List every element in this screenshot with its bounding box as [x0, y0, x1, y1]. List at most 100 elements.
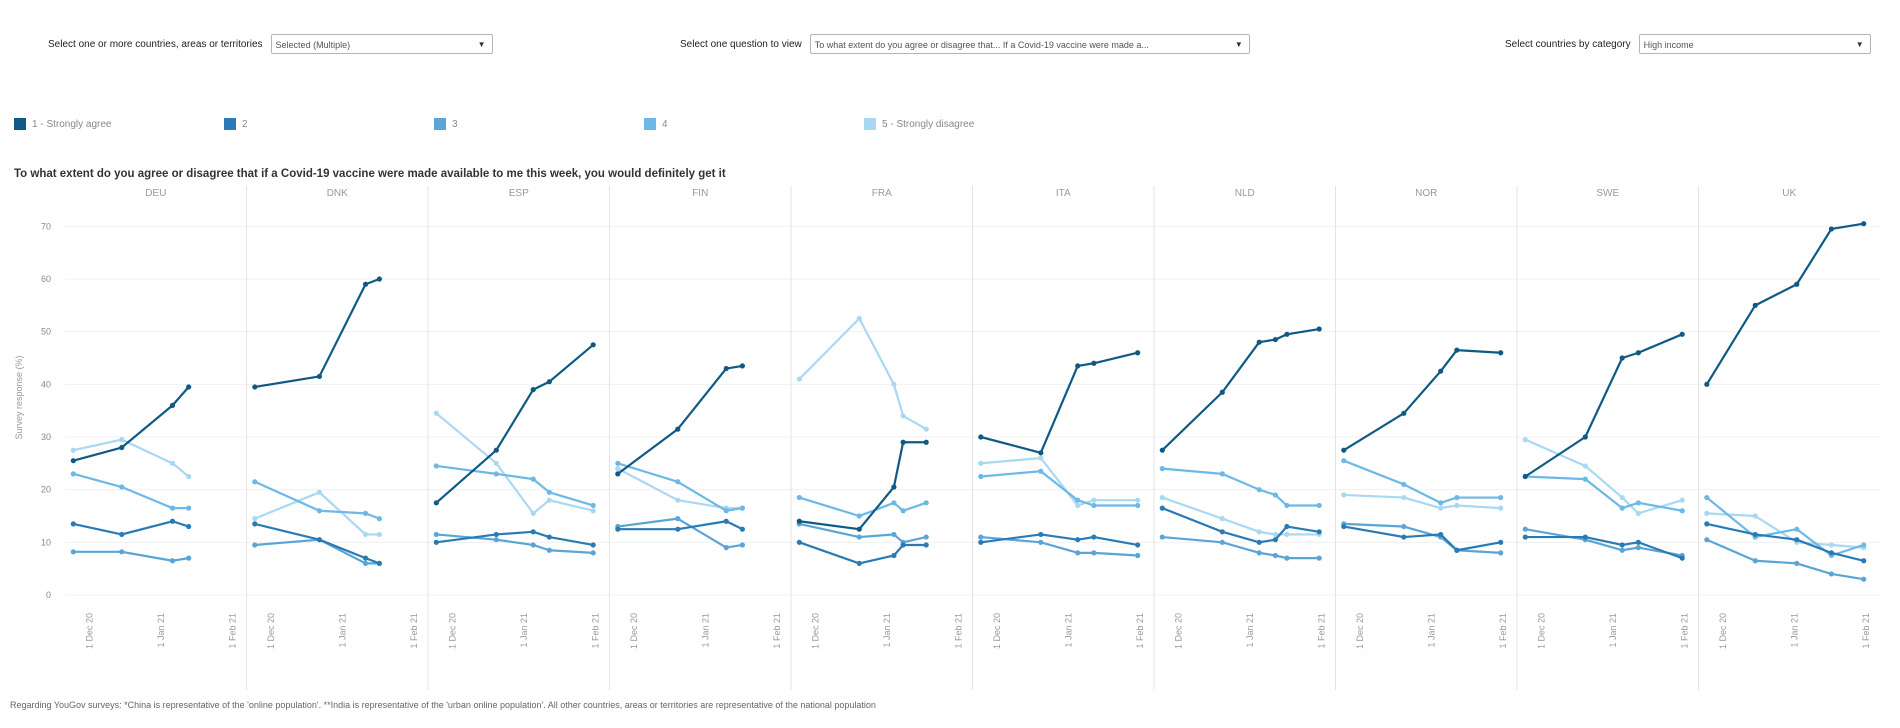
series-line-5	[798, 317, 927, 431]
country-filter: Select one or more countries, areas or t…	[48, 34, 493, 54]
data-point-2	[923, 542, 929, 548]
question-select[interactable]: To what extent do you agree or disagree …	[809, 34, 1250, 54]
x-tick-label: 1 Feb 21	[1135, 613, 1145, 649]
data-point-5	[169, 460, 176, 466]
data-point-1	[1704, 381, 1710, 387]
data-point-2	[1272, 537, 1278, 543]
panel-title-nor: NOR	[1415, 188, 1437, 199]
data-point-2	[891, 552, 897, 559]
legend-item-5[interactable]: 5 - Strongly disagree	[864, 118, 974, 130]
x-tick-label: 1 Jan 21	[1608, 613, 1618, 648]
series-line-2	[980, 533, 1138, 547]
data-point-2	[1454, 547, 1460, 553]
data-point-5	[1284, 531, 1290, 538]
data-point-5	[1522, 437, 1528, 443]
data-point-1	[119, 444, 125, 451]
data-point-3	[1794, 560, 1800, 566]
data-point-4	[1679, 508, 1685, 514]
y-axis-label: Survey response (%)	[14, 355, 24, 439]
data-point-3	[675, 516, 681, 522]
data-point-2	[1316, 529, 1322, 535]
series-line-5	[980, 456, 1138, 507]
legend-item-2[interactable]: 2	[224, 118, 248, 130]
data-point-5	[796, 376, 802, 382]
series-line-3	[254, 538, 380, 565]
country-select-value: Selected (Multiple)	[275, 40, 351, 50]
y-tick-label: 0	[46, 590, 51, 600]
legend-label-3: 3	[452, 118, 458, 130]
y-tick-label: 20	[41, 485, 51, 495]
data-point-3	[1635, 545, 1641, 551]
data-point-1	[900, 439, 906, 445]
data-point-3	[1284, 555, 1290, 561]
data-point-3	[1498, 550, 1504, 556]
series-line-4	[254, 480, 380, 520]
data-point-3	[530, 542, 536, 548]
data-point-2	[856, 560, 862, 566]
legend-swatch-5	[864, 118, 876, 130]
series-line-3	[617, 517, 743, 549]
data-point-5	[1135, 497, 1141, 503]
data-point-4	[675, 479, 681, 485]
data-point-2	[900, 542, 906, 548]
y-tick-label: 40	[41, 379, 51, 389]
data-point-3	[493, 537, 499, 543]
series-line-2	[1161, 507, 1320, 544]
data-point-5	[1401, 494, 1407, 501]
data-point-4	[530, 476, 536, 482]
data-point-5	[1256, 529, 1262, 535]
data-point-4	[856, 513, 862, 519]
series-line-3	[436, 533, 594, 554]
category-select[interactable]: High income ▼	[1638, 34, 1871, 54]
question-filter: Select one question to view To what exte…	[680, 34, 1250, 54]
panel-title-fra: FRA	[872, 188, 892, 199]
data-point-4	[70, 471, 76, 477]
series-line-5	[617, 467, 743, 510]
data-point-4	[186, 505, 192, 511]
legend-item-3[interactable]: 3	[434, 118, 458, 130]
data-point-4	[1401, 481, 1407, 487]
data-point-2	[1135, 542, 1141, 548]
data-point-2	[493, 531, 499, 538]
data-point-4	[1635, 500, 1641, 506]
legend-item-1[interactable]: 1 - Strongly agree	[14, 118, 112, 130]
data-point-3	[70, 549, 76, 555]
data-point-4	[1438, 500, 1444, 506]
chart-title: To what extent do you agree or disagree …	[14, 168, 726, 180]
data-point-4	[796, 494, 802, 501]
x-tick-label: 1 Feb 21	[772, 613, 782, 649]
data-point-3	[1861, 576, 1867, 582]
data-point-1	[1219, 389, 1225, 395]
data-point-3	[1619, 547, 1625, 553]
data-point-3	[1522, 526, 1528, 532]
data-point-1	[723, 365, 729, 372]
data-point-2	[316, 537, 323, 543]
data-point-2	[252, 521, 258, 527]
x-tick-label: 1 Feb 21	[1861, 613, 1871, 649]
panel-title-swe: SWE	[1596, 188, 1619, 199]
data-point-5	[615, 466, 621, 472]
legend-label-1: 1 - Strongly agree	[32, 118, 112, 130]
data-point-5	[433, 410, 439, 416]
x-tick-label: 1 Dec 20	[1355, 613, 1365, 649]
data-point-3	[978, 534, 984, 540]
dropdown-arrow-icon: ▼	[1855, 40, 1864, 49]
data-point-5	[186, 473, 192, 480]
data-point-4	[590, 502, 596, 509]
legend-swatch-3	[434, 118, 446, 130]
panel-title-ita: ITA	[1056, 188, 1071, 199]
country-select[interactable]: Selected (Multiple) ▼	[270, 34, 493, 54]
data-point-4	[376, 516, 382, 522]
data-point-4	[316, 508, 323, 514]
data-point-3	[1272, 552, 1278, 559]
legend-label-5: 5 - Strongly disagree	[882, 118, 975, 130]
data-point-5	[1704, 510, 1710, 516]
data-point-1	[1135, 350, 1141, 356]
data-point-5	[316, 489, 323, 495]
data-point-1	[493, 447, 499, 453]
series-line-4	[1162, 467, 1320, 507]
legend-item-4[interactable]: 4	[644, 118, 668, 130]
data-point-2	[1828, 550, 1834, 556]
data-point-1	[1272, 336, 1278, 343]
category-filter: Select countries by category High income…	[1505, 34, 1871, 54]
